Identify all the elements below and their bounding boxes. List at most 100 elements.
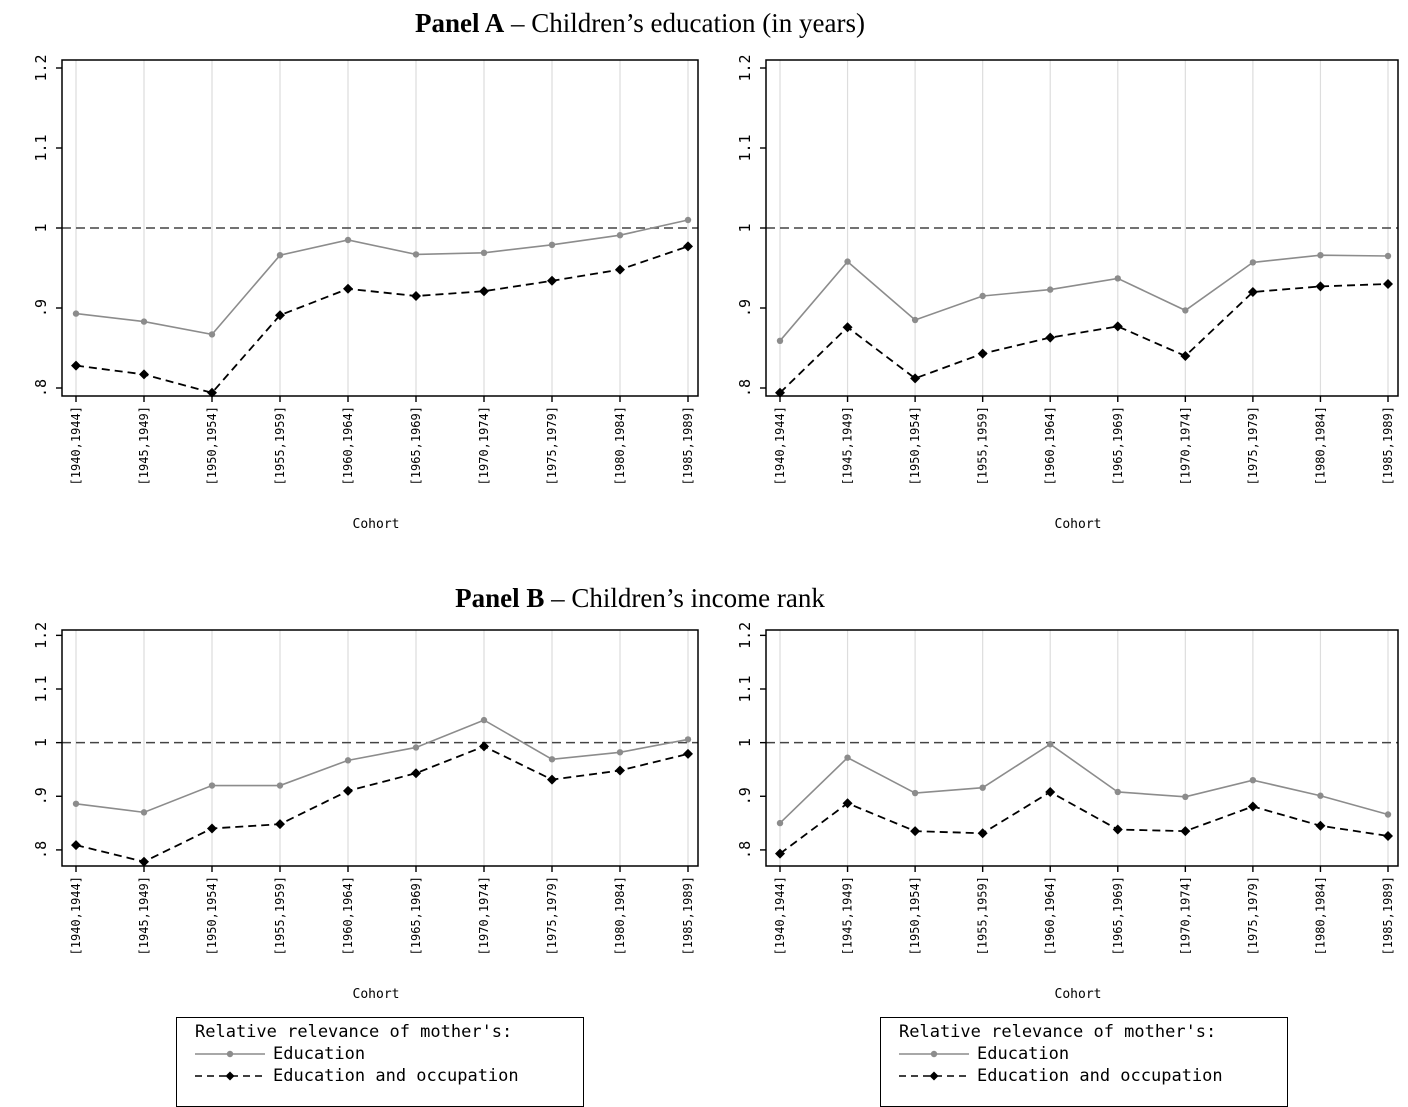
chart-2-y-tick-label: 1 <box>32 738 50 747</box>
chart-0-x-tick-label: [1950,1954] <box>205 406 219 485</box>
chart-2-educ-occ-point <box>343 785 353 796</box>
chart-1-educ-occ-point <box>1383 279 1393 289</box>
chart-1-education-point <box>1317 252 1324 259</box>
legend-key-educ-occ-icon <box>899 1071 969 1081</box>
chart-3-y-tick-label: 1.1 <box>736 675 754 702</box>
chart-1-education-point <box>1114 275 1121 282</box>
chart-3-x-tick-label: [1975,1979] <box>1246 876 1260 955</box>
chart-0-education-line <box>75 219 689 336</box>
chart-3-educ-occ-point <box>1112 824 1123 835</box>
chart-1-educ-occ-point <box>977 348 988 359</box>
chart-2-educ-occ-point <box>547 774 557 785</box>
chart-0-educ-occ-point <box>343 283 353 294</box>
legend-item-education: Education <box>195 1043 573 1065</box>
chart-1-x-axis-title: Cohort <box>1055 517 1102 532</box>
legend-item-education-occupation: Education and occupation <box>899 1065 1277 1087</box>
chart-1-x-tick-label: [1945,1949] <box>841 406 855 485</box>
chart-1-x-tick-label: [1970,1974] <box>1178 406 1192 485</box>
legend-label-educ-occ: Education and occupation <box>977 1066 1223 1086</box>
legend-label-educ-occ: Education and occupation <box>273 1066 519 1086</box>
chart-0-educ-occ-point <box>275 310 285 321</box>
chart-1-education-point <box>1047 286 1054 293</box>
legend-label-education: Education <box>273 1044 366 1064</box>
chart-2-educ-occ-point <box>207 823 217 834</box>
chart-2-x-tick-label: [1980,1984] <box>613 876 627 955</box>
chart-0-x-tick-label: [1970,1974] <box>477 406 491 485</box>
chart-0-x-tick-label: [1965,1969] <box>409 406 423 485</box>
chart-0-svg: .8 .9 1 1.1 1.2 [1940,1944] [1945,1949] [1950,1… <box>32 54 699 532</box>
chart-1-education-line <box>779 254 1389 342</box>
chart-3-education-point <box>776 819 784 827</box>
chart-3-x-tick-label: [1980,1984] <box>1313 876 1327 955</box>
chart-3-x-axis-title: Cohort <box>1055 987 1102 1002</box>
chart-2-educ-occ-point <box>479 741 489 752</box>
chart-3-x-tick-label: [1955,1959] <box>976 876 990 955</box>
chart-3-y-tick-label: 1.2 <box>736 622 754 649</box>
chart-2-educ-occ-point <box>683 748 693 759</box>
chart-0-educ-occ-point <box>139 369 149 380</box>
chart-2-plot-frame <box>61 629 699 867</box>
chart-3-education-point <box>844 754 851 761</box>
chart-1-x-tick-label: [1980,1984] <box>1313 406 1327 485</box>
chart-0-x-tick-label: [1985,1989] <box>681 406 695 485</box>
chart-panel-a-left: .8 .9 1 1.1 1.2 [1940,1944] [1945,1949] [1950,1… <box>0 40 704 540</box>
chart-1-x-tick-label: [1940,1944] <box>773 406 787 485</box>
chart-0-x-tick-label: [1955,1959] <box>273 406 287 485</box>
chart-3-educ-occ-point <box>1180 826 1191 837</box>
chart-2-educ-occ-point <box>275 819 285 830</box>
chart-2-education-point <box>616 749 624 756</box>
chart-2-y-tick-label: 1.1 <box>32 675 50 702</box>
chart-1-educ-occ-point <box>775 387 785 398</box>
chart-1-x-tick-label: [1955,1959] <box>976 406 990 485</box>
chart-2-x-tick-label: [1950,1954] <box>205 876 219 955</box>
panel-b-subtitle: – Children’s income rank <box>544 583 825 613</box>
chart-1-education-point <box>979 292 986 300</box>
chart-3-education-point <box>1047 741 1054 748</box>
chart-2-education-point <box>344 757 352 764</box>
chart-1-educ-occ-point <box>1180 351 1191 361</box>
chart-2-y-tick-label: 1.2 <box>32 622 50 649</box>
legend-label-education: Education <box>977 1044 1070 1064</box>
chart-panel-b-right: .8 .9 1 1.1 1.2 [1940,1944] [1945,1949] [1950,1… <box>704 610 1408 1015</box>
chart-0-educ-occ-point <box>411 291 421 301</box>
chart-3-plot-frame <box>765 629 1399 867</box>
chart-2-x-tick-label: [1975,1979] <box>545 876 559 955</box>
chart-2-educ-occ-line <box>75 745 689 863</box>
chart-1-educ-occ-point <box>1315 281 1326 292</box>
chart-1-x-tick-label: [1965,1969] <box>1111 406 1125 485</box>
panel-a-subtitle: – Children’s education (in years) <box>504 8 865 38</box>
chart-1-education-point <box>844 258 851 265</box>
chart-1-educ-occ-point <box>1112 321 1123 332</box>
panel-a-title: Panel A – Children’s education (in years… <box>0 8 1280 39</box>
chart-2-educ-occ-point <box>71 840 81 851</box>
chart-3-x-tick-label: [1965,1969] <box>1111 876 1125 955</box>
chart-0-education-point <box>344 236 352 244</box>
chart-0-x-tick-label: [1945,1949] <box>137 406 151 485</box>
chart-2-svg: .8 .9 1 1.1 1.2 [1940,1944] [1945,1949] [1950,1… <box>32 622 699 1002</box>
chart-0-y-tick-label: .9 <box>32 299 50 317</box>
chart-0-education-point <box>616 232 624 239</box>
chart-1-y-tick-label: 1.1 <box>736 134 754 161</box>
chart-0-educ-occ-point <box>71 360 81 371</box>
chart-0-educ-occ-point <box>683 241 693 252</box>
chart-0-educ-occ-point <box>207 387 217 398</box>
chart-3-educ-occ-point <box>1247 801 1258 812</box>
chart-1-educ-occ-point <box>1247 287 1258 297</box>
legend-title: Relative relevance of mother's: <box>195 1022 513 1042</box>
chart-2-education-point <box>480 716 488 724</box>
chart-0-y-tick-label: 1.1 <box>32 134 50 161</box>
legend-item-education: Education <box>899 1043 1277 1065</box>
chart-1-education-point <box>1249 259 1257 266</box>
chart-1-education-point <box>776 337 784 344</box>
chart-3-y-tick-label: .8 <box>736 841 754 859</box>
chart-panel-a-right: .8 .9 1 1.1 1.2 [1940,1944] [1945,1949] [1950,1… <box>704 40 1408 540</box>
chart-2-y-tick-label: .9 <box>32 787 50 805</box>
chart-2-education-point <box>548 756 556 763</box>
chart-2-y-tick-label: .8 <box>32 841 50 859</box>
chart-2-educ-occ-point <box>411 768 421 779</box>
chart-1-y-tick-label: 1 <box>736 223 754 232</box>
chart-0-educ-occ-point <box>547 275 557 286</box>
chart-0-education-point <box>208 331 216 338</box>
legend-left: Relative relevance of mother's: Educatio… <box>176 1017 584 1107</box>
panel-b-title: Panel B – Children’s income rank <box>0 583 1280 614</box>
